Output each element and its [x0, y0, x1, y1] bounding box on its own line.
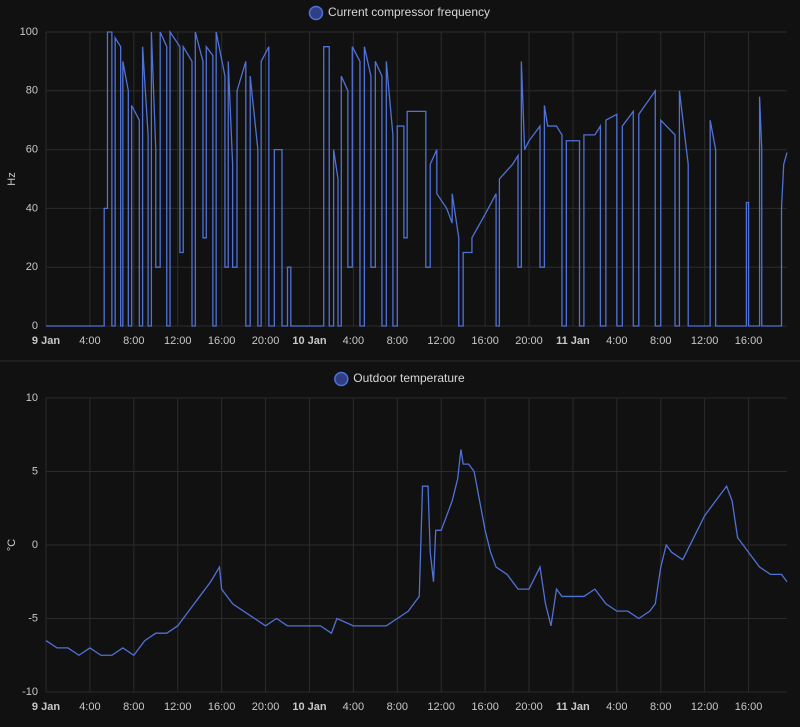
- y-axis-label: °C: [6, 539, 18, 551]
- y-tick-label: 60: [26, 144, 38, 156]
- y-tick-label: 20: [26, 261, 38, 273]
- legend-item: Outdoor temperature: [334, 371, 465, 387]
- y-tick-label: 80: [26, 85, 38, 97]
- x-tick-label: 8:00: [650, 335, 671, 347]
- y-tick-label: 40: [26, 202, 38, 214]
- x-tick-label: 8:00: [387, 701, 408, 713]
- x-tick-label: 4:00: [606, 701, 627, 713]
- y-tick-label: 100: [20, 26, 38, 38]
- x-tick-label: 12:00: [691, 335, 719, 347]
- x-tick-label: 4:00: [79, 701, 100, 713]
- data-line: [46, 29, 788, 327]
- x-tick-label: 11 Jan: [556, 701, 590, 713]
- x-tick-label: 4:00: [343, 701, 364, 713]
- x-tick-label: 16:00: [735, 335, 763, 347]
- x-tick-label: 4:00: [79, 335, 100, 347]
- y-axis-label: Hz: [6, 172, 18, 185]
- y-tick-label: -10: [22, 686, 38, 698]
- x-tick-label: 12:00: [427, 701, 455, 713]
- legend-swatch: [308, 5, 324, 21]
- x-tick-label: 10 Jan: [292, 335, 327, 347]
- x-tick-label: 12:00: [164, 701, 192, 713]
- x-tick-label: 20:00: [515, 335, 543, 347]
- y-tick-label: -5: [28, 612, 38, 624]
- x-tick-label: 4:00: [343, 335, 364, 347]
- x-tick-label: 9 Jan: [32, 335, 60, 347]
- x-tick-label: 8:00: [123, 335, 144, 347]
- y-tick-label: 5: [32, 465, 38, 477]
- legend-label: Outdoor temperature: [353, 371, 465, 385]
- x-tick-label: 16:00: [208, 335, 236, 347]
- x-tick-label: 20:00: [515, 701, 543, 713]
- y-tick-label: 0: [32, 539, 38, 551]
- data-line: [45, 449, 788, 657]
- x-tick-label: 9 Jan: [32, 701, 60, 713]
- x-tick-label: 20:00: [252, 335, 280, 347]
- chart: -10 -5 0 5 10 9 Jan 4:00 8:00 12:00 16:00 20:00 10 …: [6, 371, 788, 713]
- x-tick-label: 16:00: [208, 701, 236, 713]
- x-tick-label: 10 Jan: [292, 701, 327, 713]
- legend-label: Current compressor frequency: [328, 5, 490, 19]
- x-tick-label: 11 Jan: [556, 335, 590, 347]
- x-tick-label: 16:00: [735, 701, 763, 713]
- x-tick-label: 12:00: [164, 335, 192, 347]
- legend-swatch: [334, 371, 349, 387]
- x-tick-label: 8:00: [650, 701, 671, 713]
- y-tick-label: 10: [26, 392, 38, 404]
- x-tick-label: 8:00: [123, 701, 144, 713]
- x-tick-label: 4:00: [606, 335, 627, 347]
- x-tick-label: 20:00: [252, 701, 280, 713]
- y-tick-label: 0: [32, 320, 38, 332]
- legend-item: Current compressor frequency: [308, 5, 490, 21]
- x-tick-label: 16:00: [471, 335, 499, 347]
- x-tick-label: 8:00: [387, 335, 408, 347]
- x-tick-label: 12:00: [427, 335, 455, 347]
- chart: 0 20 40 60 80 100 9 Jan 4:00 8:00 12:00 16:00 20:00…: [6, 5, 788, 347]
- x-tick-label: 16:00: [471, 701, 499, 713]
- x-tick-label: 12:00: [691, 701, 719, 713]
